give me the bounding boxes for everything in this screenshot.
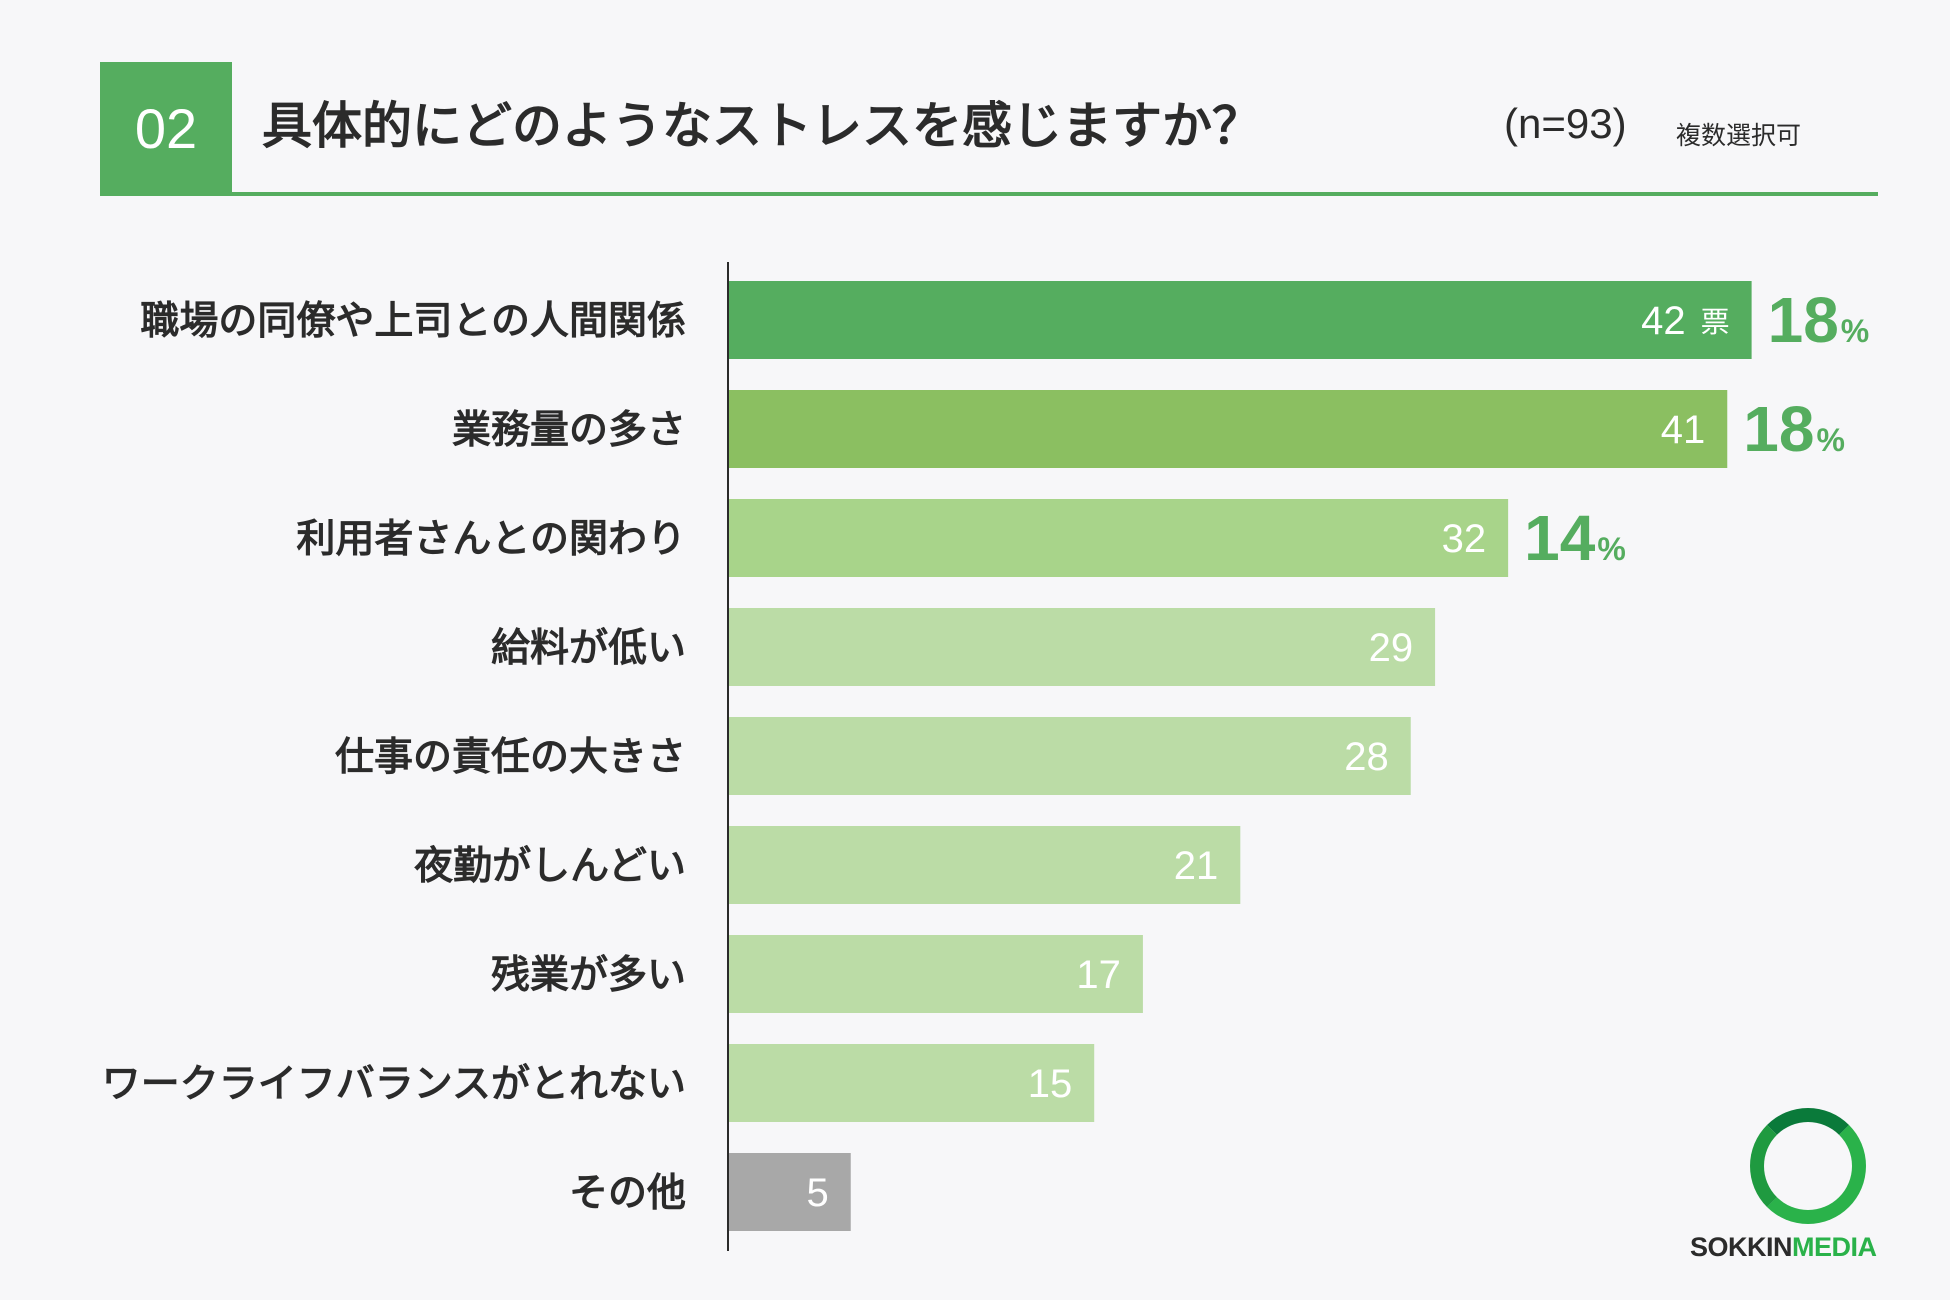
category-label: 仕事の責任の大きさ — [335, 735, 686, 780]
bar — [729, 1153, 851, 1231]
bar-value-label: 29 — [1369, 626, 1414, 670]
logo-ring-icon — [1750, 1108, 1866, 1224]
category-label: 業務量の多さ — [452, 408, 686, 453]
category-label: 利用者さんとの関わり — [296, 517, 686, 562]
bar — [729, 608, 1436, 686]
bar-value-label: 15 — [1028, 1062, 1073, 1106]
bar-value-label: 28 — [1344, 735, 1389, 779]
sample-size: (n=93) — [1504, 100, 1627, 147]
logo-text-dark: SOKKIN — [1690, 1232, 1793, 1262]
bar — [729, 935, 1143, 1013]
percent-label: 18% — [1743, 393, 1845, 465]
bar-value-label: 5 — [806, 1171, 828, 1215]
bar — [729, 499, 1509, 577]
bar — [729, 826, 1241, 904]
bar — [729, 717, 1411, 795]
logo-text-green: MEDIA — [1792, 1232, 1877, 1262]
category-label: その他 — [569, 1171, 686, 1216]
logo-text: SOKKINMEDIA — [1690, 1232, 1877, 1263]
question-number: 02 — [100, 62, 232, 194]
bar-value-label: 41 — [1661, 408, 1706, 452]
chart-title: 具体的にどのようなストレスを感じますか？ — [262, 97, 1262, 155]
percent-label: 18% — [1768, 284, 1870, 356]
unit-label: 票 — [1701, 305, 1730, 339]
chart-header: 02 具体的にどのようなストレスを感じますか？ (n=93) 複数選択可 — [0, 0, 1950, 200]
bar — [729, 1044, 1095, 1122]
bar-value-label: 32 — [1442, 517, 1487, 561]
category-label: 職場の同僚や上司との人間関係 — [140, 299, 686, 344]
percent-label: 14% — [1524, 502, 1626, 574]
sokkin-media-logo: SOKKINMEDIA — [1690, 1108, 1930, 1268]
bar-value-label: 42 — [1641, 299, 1686, 343]
bar-value-label: 21 — [1174, 844, 1219, 888]
bar-value-label: 17 — [1076, 953, 1121, 997]
multiple-choice-note: 複数選択可 — [1676, 121, 1802, 150]
header-divider — [100, 192, 1878, 196]
category-label: 給料が低い — [491, 626, 686, 671]
bar — [729, 390, 1728, 468]
category-label: ワークライフバランスがとれない — [102, 1062, 686, 1107]
category-label: 残業が多い — [491, 953, 686, 998]
bar — [729, 281, 1752, 359]
category-label: 夜勤がしんどい — [413, 844, 686, 889]
